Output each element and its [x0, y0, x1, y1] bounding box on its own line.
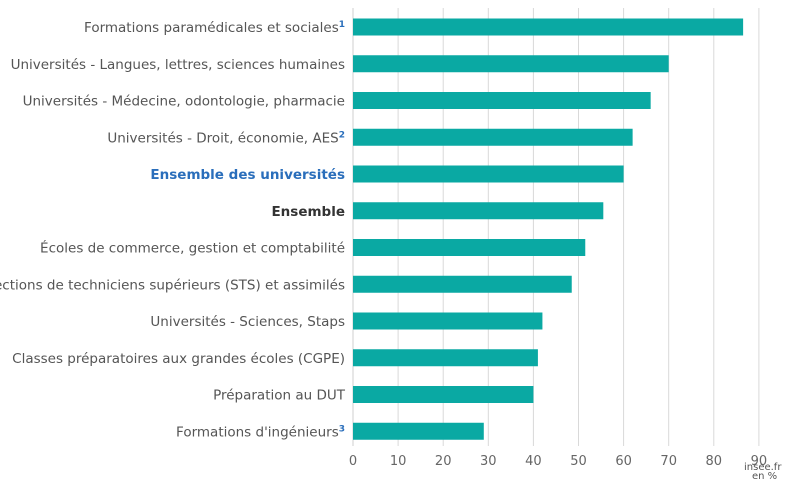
x-tick-label: 10: [390, 454, 407, 469]
bar: [353, 92, 651, 109]
bar: [353, 312, 543, 330]
x-tick-label: 60: [615, 454, 632, 469]
bar: [353, 55, 669, 73]
category-label: Préparation au DUT: [213, 388, 346, 404]
x-tick-label: 90: [751, 454, 768, 469]
x-axis-unit-label: en %: [752, 471, 777, 482]
x-tick-label: 30: [480, 454, 497, 469]
bar: [353, 165, 624, 183]
bar: [353, 275, 572, 293]
category-label: Universités - Médecine, odontologie, pha…: [23, 94, 345, 110]
footnote-mark: 1: [339, 20, 345, 30]
category-label: Classes préparatoires aux grandes écoles…: [12, 351, 345, 367]
bar: [353, 422, 484, 440]
bar: [353, 202, 604, 220]
category-label: Universités - Droit, économie, AES2: [107, 130, 345, 146]
category-label: Formations d'ingénieurs3: [176, 424, 345, 440]
x-tick-label: 40: [525, 454, 542, 469]
footnote-mark: 2: [339, 130, 345, 140]
bars: [353, 18, 744, 440]
category-label: Sections de techniciens supérieurs (STS)…: [0, 277, 345, 293]
bar: [353, 18, 744, 36]
x-tick-label: 20: [435, 454, 452, 469]
x-tick-label: 0: [349, 454, 357, 469]
x-tick-label: 50: [570, 454, 587, 469]
gridlines: [352, 8, 760, 446]
category-label: Ensemble: [271, 204, 345, 220]
category-label: Écoles de commerce, gestion et comptabil…: [40, 240, 345, 257]
bar: [353, 128, 633, 146]
x-tick-label: 80: [706, 454, 723, 469]
category-labels: Formations paramédicales et sociales1 Uni…: [0, 20, 346, 440]
insee-watermark: insee.fr: [744, 462, 782, 473]
bar: [353, 386, 534, 403]
x-axis-ticks: 0 10 20 30 40 50 60 70 80 90: [349, 454, 767, 469]
bar: [353, 239, 586, 256]
category-label: Universités - Sciences, Staps: [150, 314, 345, 330]
bar: [353, 349, 538, 367]
footnote-mark: 3: [339, 424, 345, 434]
category-label: Formations paramédicales et sociales1: [84, 20, 345, 36]
category-label: Universités - Langues, lettres, sciences…: [11, 57, 345, 73]
category-label: Ensemble des universités: [150, 167, 345, 183]
x-tick-label: 70: [660, 454, 677, 469]
